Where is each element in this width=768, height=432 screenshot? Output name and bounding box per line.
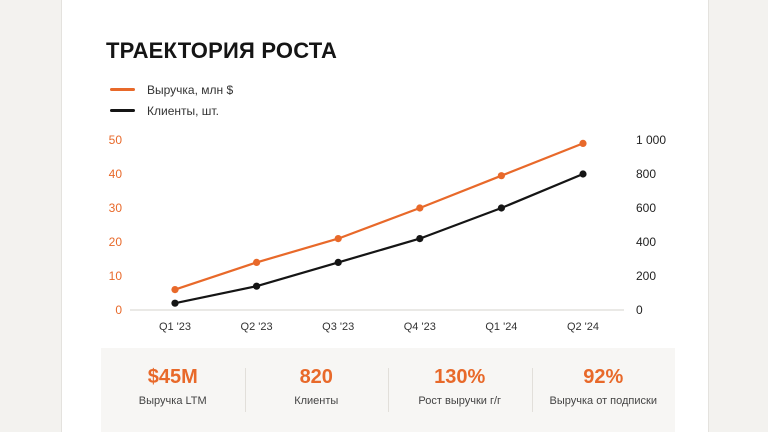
stat-clients: 820 Клиенты — [244, 348, 389, 432]
line-chart: 0 10 20 30 40 50 0 200 400 600 800 1 000 Q1 '23 Q2 '2… — [109, 133, 667, 333]
slide-card: ТРАЕКТОРИЯ РОСТА Выручка, млн $ Клиенты,… — [61, 0, 709, 432]
data-point-revenue — [171, 286, 179, 294]
chart-legend: Выручка, млн $ Клиенты, шт. — [110, 80, 233, 122]
x-tick-label: Q2 '24 — [567, 321, 599, 333]
legend-item-revenue: Выручка, млн $ — [110, 80, 233, 99]
x-tick-label: Q3 '23 — [322, 321, 354, 333]
y-left-tick-label: 10 — [109, 269, 123, 283]
y-left-tick-label: 0 — [115, 303, 122, 317]
y-left-tick-label: 40 — [109, 167, 123, 181]
page-title: ТРАЕКТОРИЯ РОСТА — [106, 38, 338, 63]
stat-revenue-growth: 130% Рост выручки г/г — [388, 348, 532, 432]
stat-label: Выручка LTM — [138, 395, 207, 407]
stat-value: 130% — [434, 366, 486, 388]
data-point-revenue — [579, 139, 587, 147]
stat-label: Клиенты — [294, 395, 339, 407]
stat-label: Рост выручки г/г — [418, 395, 502, 407]
x-tick-label: Q1 '24 — [485, 321, 517, 333]
stat-value: $45M — [147, 366, 198, 388]
stat-label: Выручка от подписки — [549, 395, 657, 407]
stats-bar: $45M Выручка LTM 820 Клиенты 130% Рост в… — [101, 348, 675, 432]
legend-label-revenue: Выручка, млн $ — [147, 82, 234, 97]
series-line-clients — [173, 172, 585, 305]
data-point-revenue — [497, 172, 505, 180]
stat-subscription-revenue: 92% Выручка от подписки — [531, 348, 676, 432]
data-point-clients — [171, 299, 179, 307]
stat-value: 820 — [299, 366, 333, 388]
y-right-tick-label: 400 — [636, 235, 656, 249]
data-point-clients — [416, 235, 424, 243]
y-left-tick-label: 30 — [109, 201, 123, 215]
stat-value: 92% — [583, 366, 624, 388]
y-right-tick-label: 600 — [636, 201, 656, 215]
data-point-clients — [497, 204, 505, 212]
data-point-revenue — [253, 258, 261, 266]
legend-label-clients: Клиенты, шт. — [147, 103, 219, 118]
y-left-tick-label: 50 — [109, 133, 123, 147]
data-point-revenue — [416, 204, 424, 212]
stat-revenue-ltm: $45M Выручка LTM — [101, 348, 245, 432]
x-tick-label: Q4 '23 — [404, 321, 436, 333]
legend-swatch-revenue — [110, 88, 135, 91]
y-right-tick-label: 0 — [636, 303, 643, 317]
legend-swatch-clients — [110, 109, 135, 112]
x-tick-label: Q2 '23 — [241, 321, 273, 333]
data-point-revenue — [334, 235, 342, 243]
y-right-tick-label: 800 — [636, 167, 656, 181]
data-point-clients — [579, 170, 587, 178]
data-point-clients — [334, 258, 342, 266]
data-point-clients — [253, 282, 261, 290]
y-right-tick-label: 200 — [636, 269, 656, 283]
y-left-tick-label: 20 — [109, 235, 123, 249]
series-line-revenue — [173, 142, 585, 291]
y-right-tick-label: 1 000 — [636, 133, 666, 147]
legend-item-clients: Клиенты, шт. — [110, 101, 233, 120]
x-tick-label: Q1 '23 — [159, 321, 191, 333]
